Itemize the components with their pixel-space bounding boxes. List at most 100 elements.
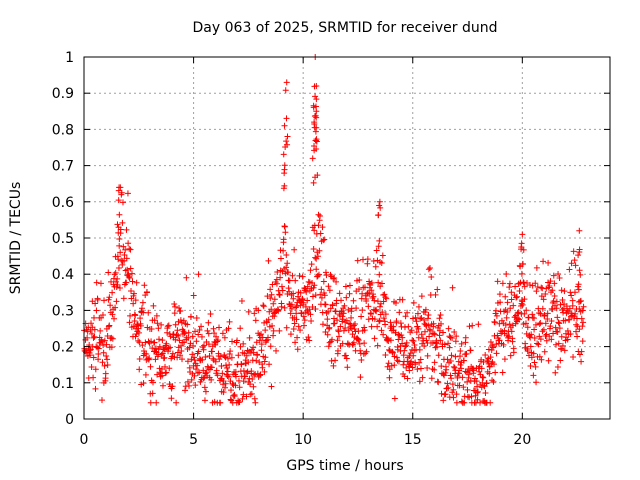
data-point-316 bbox=[186, 344, 193, 351]
data-point-1393 bbox=[545, 259, 552, 266]
data-point-515 bbox=[252, 317, 259, 324]
data-point-327 bbox=[190, 342, 197, 349]
data-point-1419 bbox=[553, 298, 560, 305]
data-point-884 bbox=[375, 243, 382, 250]
data-point-232 bbox=[158, 351, 165, 358]
data-point-69 bbox=[104, 356, 111, 363]
data-point-821 bbox=[354, 257, 361, 264]
data-point-1369 bbox=[537, 319, 544, 326]
data-point-1345 bbox=[529, 311, 536, 318]
data-point-41 bbox=[94, 296, 101, 303]
data-point-459 bbox=[234, 337, 241, 344]
data-point-275 bbox=[172, 321, 179, 328]
data-point-1561 bbox=[518, 246, 525, 253]
data-point-1514 bbox=[281, 122, 288, 129]
data-point-274 bbox=[172, 336, 179, 343]
data-point-1011 bbox=[417, 365, 424, 372]
y-tick-label: 0 bbox=[65, 412, 74, 428]
data-point-716 bbox=[319, 309, 326, 316]
data-point-18 bbox=[87, 352, 94, 359]
data-point-1316 bbox=[519, 301, 526, 308]
data-point-95 bbox=[112, 269, 119, 276]
data-point-887 bbox=[376, 317, 383, 324]
data-point-1569 bbox=[575, 286, 582, 293]
data-point-326 bbox=[189, 333, 196, 340]
data-point-1494 bbox=[578, 315, 585, 322]
data-point-617 bbox=[286, 277, 293, 284]
data-point-905 bbox=[382, 294, 389, 301]
data-point-1420 bbox=[554, 314, 561, 321]
data-point-200 bbox=[147, 399, 154, 406]
data-point-43 bbox=[95, 351, 102, 358]
data-point-1548 bbox=[311, 142, 318, 149]
data-point-1160 bbox=[467, 347, 474, 354]
data-point-1508 bbox=[284, 133, 291, 140]
axis-ticks: 00.10.20.30.40.50.60.70.80.910 5 10 15 20 bbox=[52, 50, 610, 448]
data-point-1515 bbox=[280, 151, 287, 158]
data-point-940 bbox=[394, 357, 401, 364]
data-point-1000 bbox=[414, 366, 421, 373]
data-point-44 bbox=[95, 345, 102, 352]
data-point-921 bbox=[387, 337, 394, 344]
data-point-1179 bbox=[474, 383, 481, 390]
data-point-399 bbox=[214, 338, 221, 345]
data-point-35 bbox=[92, 366, 99, 373]
data-point-1501 bbox=[115, 187, 122, 194]
data-point-1155 bbox=[465, 371, 472, 378]
y-tick-label: 0.1 bbox=[52, 376, 74, 392]
data-point-1034 bbox=[425, 311, 432, 318]
data-point-1009 bbox=[417, 315, 424, 322]
data-point-1208 bbox=[483, 379, 490, 386]
data-point-53 bbox=[98, 397, 105, 404]
data-point-1231 bbox=[491, 318, 498, 325]
data-point-132 bbox=[125, 240, 132, 247]
data-point-370 bbox=[204, 327, 211, 334]
data-point-37 bbox=[93, 307, 100, 314]
data-point-520 bbox=[254, 352, 261, 359]
data-point-751 bbox=[331, 275, 338, 282]
data-point-1141 bbox=[461, 399, 468, 406]
data-point-361 bbox=[201, 374, 208, 381]
data-point-801 bbox=[348, 314, 355, 321]
data-point-1068 bbox=[436, 327, 443, 334]
data-point-1342 bbox=[528, 331, 535, 338]
data-point-151 bbox=[131, 318, 138, 325]
data-point-659 bbox=[300, 313, 307, 320]
data-point-416 bbox=[219, 330, 226, 337]
data-point-1248 bbox=[496, 291, 503, 298]
data-point-896 bbox=[379, 252, 386, 259]
data-point-78 bbox=[107, 302, 114, 309]
data-point-882 bbox=[374, 298, 381, 305]
data-point-702 bbox=[314, 253, 321, 260]
data-point-432 bbox=[225, 355, 232, 362]
data-point-1326 bbox=[522, 320, 529, 327]
data-point-1259 bbox=[500, 341, 507, 348]
data-point-1099 bbox=[447, 372, 454, 379]
data-point-1504 bbox=[116, 236, 123, 243]
data-point-1546 bbox=[309, 155, 316, 162]
data-point-641 bbox=[294, 346, 301, 353]
data-point-1091 bbox=[444, 356, 451, 363]
y-tick-label: 0.3 bbox=[52, 303, 74, 319]
data-point-523 bbox=[255, 307, 262, 314]
data-point-1118 bbox=[453, 391, 460, 398]
data-point-1101 bbox=[447, 357, 454, 364]
data-point-83 bbox=[108, 344, 115, 351]
data-point-168 bbox=[137, 315, 144, 322]
data-point-127 bbox=[123, 226, 130, 233]
data-point-110 bbox=[117, 226, 124, 233]
data-point-676 bbox=[306, 306, 313, 313]
data-point-186 bbox=[143, 350, 150, 357]
data-point-1409 bbox=[550, 298, 557, 305]
data-point-29 bbox=[90, 354, 97, 361]
data-point-1267 bbox=[503, 270, 510, 277]
data-point-137 bbox=[126, 274, 133, 281]
data-point-1511 bbox=[282, 87, 289, 94]
data-point-780 bbox=[340, 327, 347, 334]
data-point-1229 bbox=[490, 378, 497, 385]
data-point-681 bbox=[308, 318, 315, 325]
data-point-1107 bbox=[449, 381, 456, 388]
data-point-690 bbox=[311, 227, 318, 234]
data-point-99 bbox=[114, 275, 121, 282]
data-point-1473 bbox=[571, 289, 578, 296]
